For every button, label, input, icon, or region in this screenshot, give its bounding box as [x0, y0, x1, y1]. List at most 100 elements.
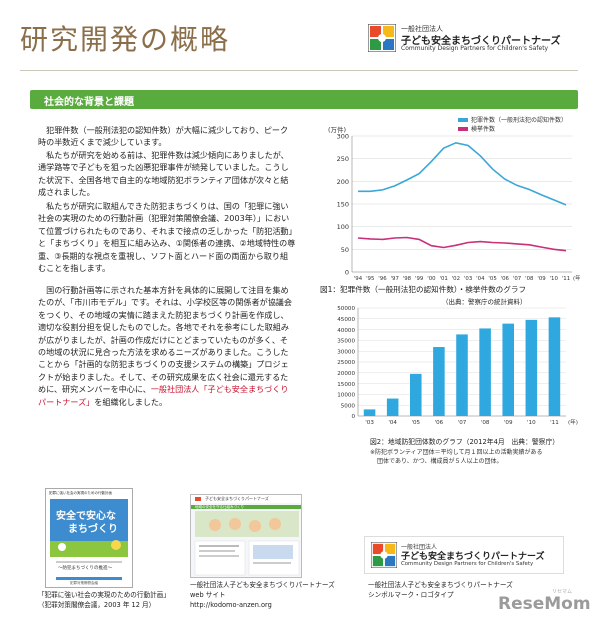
- chart1-series-line-2: [357, 236, 567, 252]
- website-thumbnail-icon: [191, 495, 301, 577]
- action-plan-booklet-image: 犯罪に強い社会の実現のための行動計画 安全で安心な まちづくり ～防犯まちづくり…: [45, 488, 133, 588]
- chart1-xtick-label: '04: [476, 276, 485, 282]
- website-caption-1: 一般社団法人子ども安全まちづくりパートナーズ: [190, 581, 335, 589]
- chart2-bar: [525, 319, 538, 416]
- chart1-legend-label-2: 検挙件数: [471, 125, 495, 133]
- booklet-title-2: まちづくり: [68, 524, 118, 535]
- chart2-ytick-label: 30000: [337, 349, 355, 355]
- paragraph-2: 私たちが研究を始める前は、犯罪件数は減少傾向にありましたが、通学路等で子どもを狙…: [38, 149, 289, 198]
- body-paragraphs-1: 犯罪件数（一般刑法犯の認知件数）が大幅に減少しており、ピーク時の半数近くまで減少…: [38, 124, 296, 198]
- volunteer-groups-bar-chart: 0 5000 10000 15000 20000 25000 30000 35000 40000…: [337, 306, 578, 426]
- chart1-xtick-label: '05: [488, 276, 496, 282]
- chart2-xtick-label: '11: [550, 420, 559, 426]
- paragraph-1: 犯罪件数（一般刑法犯の認知件数）が大幅に減少しており、ピーク時の半数近くまで減少…: [38, 125, 289, 148]
- paragraph-4: 国の行動計画等に示された基本方針を具体的に展開して注目を集めたのが、「市川市モデ…: [38, 284, 296, 408]
- chart1-xtick-label: '99: [415, 276, 424, 282]
- chart1-legend-swatch-1: [458, 118, 468, 122]
- chart1-xtick-label: '09: [537, 276, 546, 282]
- chart1-xtick-label: '96: [378, 276, 387, 282]
- symbol-caption-2: シンボルマーク・ロゴタイプ: [368, 591, 454, 599]
- chart2-bar: [386, 398, 399, 416]
- chart2-xunit: (年): [568, 418, 578, 426]
- chart1-xtick-label: '95: [366, 276, 374, 282]
- paragraph-3: 私たちが研究に取組んできた防犯まちづくりは、国の「犯罪に強い社会の実現のための行…: [38, 201, 296, 274]
- chart1-legend-swatch-2: [458, 127, 468, 131]
- chart2-ytick-label: 10000: [337, 393, 355, 399]
- chart1-ytick-label: 300: [337, 133, 349, 141]
- booklet-title-1: 安全で安心な: [56, 511, 116, 522]
- chart2-bar: [410, 373, 422, 416]
- chart2-xtick-label: '04: [388, 420, 397, 426]
- chart1-ytick-label: 200: [337, 178, 349, 186]
- chart2-xtick-label: '06: [435, 420, 444, 426]
- chart2-ytick-label: 15000: [337, 382, 355, 388]
- chart1-xtick-label: '06: [501, 276, 510, 282]
- symbol-mark-icon: [371, 542, 397, 568]
- chart1-xtick-label: '00: [427, 276, 436, 282]
- chart1-ytick-label: 0: [345, 269, 349, 277]
- resemom-watermark-sub: リセマム: [552, 589, 573, 595]
- chart1-ytick-label: 100: [337, 223, 349, 231]
- organization-link-text: 一般社団法人「子ども安全まちづくりパートナーズ」: [38, 384, 289, 407]
- chart2-ytick-label: 45000: [337, 317, 355, 323]
- booklet-caption-2: （犯罪対策閣僚会議，2003 年 12 月）: [38, 601, 156, 609]
- page-title: 研究開発の概略: [20, 23, 231, 56]
- symbol-caption-1: 一般社団法人子ども安全まちづくりパートナーズ: [368, 581, 513, 589]
- symbol-logo-line1: 一般社団法人: [401, 544, 438, 551]
- symbol-logo-line3: Community Design Partners for Children's…: [401, 561, 534, 567]
- chart2-bar: [363, 409, 376, 416]
- symbol-logo-line2: 子ども安全まちづくりパートナーズ: [401, 552, 545, 562]
- section-bar: 社会的な背景と課題: [30, 90, 578, 109]
- chart2-xtick-label: '05: [411, 420, 420, 426]
- booklet-footer: 犯罪対策閣僚会議: [70, 581, 98, 585]
- body-paragraphs-3: 国の行動計画等に示された基本方針を具体的に展開して注目を集めたのが、「市川市モデ…: [38, 284, 296, 408]
- website-tagline: 地域の安全を守る仕組みづくり: [195, 505, 244, 509]
- symbol-mark-image: 一般社団法人 子ども安全まちづくりパートナーズ Community Design…: [364, 536, 564, 574]
- logo-line3: Community Design Partners for Children's…: [401, 45, 549, 52]
- chart1-ylabel: (万件): [328, 125, 346, 134]
- chart2-ytick-label: 35000: [337, 339, 355, 345]
- body-paragraphs-2: 私たちが研究に取組んできた防犯まちづくりは、国の「犯罪に強い社会の実現のための行…: [38, 200, 296, 274]
- chart1-xtick-label: '97: [391, 276, 399, 282]
- figure1-caption: 図1：犯罪件数（一般刑法犯の認知件数）・検挙件数のグラフ: [320, 285, 527, 294]
- website-caption-2: web サイト: [190, 591, 226, 599]
- website-heading: 子ども安全まちづくりパートナーズ: [205, 496, 269, 501]
- logo-line1: 一般社団法人: [401, 25, 443, 33]
- chart1-xtick-label: '01: [439, 276, 447, 282]
- chart1-ytick-label: 50: [341, 246, 349, 254]
- website-screenshot-image: 子ども安全まちづくりパートナーズ 地域の安全を守る仕組みづくり: [190, 494, 302, 578]
- chart2-ytick-label: 5000: [341, 403, 356, 409]
- chart2-ytick-label: 0: [351, 414, 355, 420]
- website-url: http://kodomo-anzen.org: [190, 601, 272, 609]
- chart2-ytick-label: 20000: [337, 371, 355, 377]
- booklet-caption-1: 「犯罪に強い社会の実現のための行動計画」: [38, 591, 170, 599]
- chart2-bar: [502, 323, 514, 416]
- chart2-xtick-label: '09: [504, 420, 513, 426]
- logo-line2: 子ども安全まちづくりパートナーズ: [401, 36, 561, 47]
- booklet-subtitle: ～防犯まちづくりの推進～: [58, 566, 112, 571]
- chart2-bar: [479, 328, 491, 416]
- header-divider: [20, 70, 578, 71]
- paragraph-4b: を組織化しました。: [94, 396, 168, 407]
- chart1-ytick-label: 250: [337, 155, 349, 163]
- figure2-note-2: 団体であり、かつ、構成員が５人以上の団体。: [377, 458, 503, 465]
- chart2-ytick-label: 25000: [337, 360, 355, 366]
- chart1-legend-label-1: 犯罪件数（一般刑法犯の認知件数）: [471, 116, 567, 124]
- chart1-xunit: (年): [573, 274, 580, 282]
- chart2-xtick-label: '08: [481, 420, 490, 426]
- chart2-xtick-label: '10: [527, 420, 536, 426]
- figure2-caption: 図2：地域防犯団体数のグラフ（2012年4月 出典：警察庁）: [370, 438, 560, 446]
- chart1-xtick-label: '94: [354, 276, 363, 282]
- chart1-xtick-label: '03: [464, 276, 472, 282]
- chart1-ytick-label: 150: [337, 201, 349, 209]
- chart1-xtick-label: '02: [452, 276, 460, 282]
- chart1-xtick-label: '07: [513, 276, 521, 282]
- figure1-source: （出典：警察庁の統計資料）: [442, 298, 527, 306]
- figure2-note-1: ※防犯ボランティア団体＝平均して月１回以上の活動実績がある: [370, 449, 543, 456]
- chart1-xtick-label: '11: [562, 276, 570, 282]
- chart2-xtick-label: '07: [458, 420, 467, 426]
- logo-mark-icon: [368, 24, 396, 52]
- chart1-xtick-label: '08: [525, 276, 534, 282]
- booklet-top-text: 犯罪に強い社会の実現のための行動計画: [49, 491, 112, 495]
- section-title: 社会的な背景と課題: [44, 97, 134, 108]
